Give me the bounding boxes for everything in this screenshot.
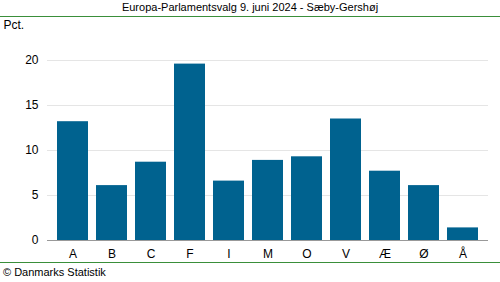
svg-text:M: M xyxy=(263,247,273,261)
svg-text:5: 5 xyxy=(32,188,39,202)
svg-text:Å: Å xyxy=(459,246,467,261)
svg-text:0: 0 xyxy=(32,233,39,247)
svg-text:Æ: Æ xyxy=(379,247,391,261)
svg-text:10: 10 xyxy=(25,143,39,157)
html-text:Europa-Parlamentsvalg 9. juni: Europa-Parlamentsvalg 9. juni 2024 - Sæb… xyxy=(121,1,379,13)
svg-text:V: V xyxy=(342,247,350,261)
svg-text:B: B xyxy=(108,247,116,261)
svg-text:20: 20 xyxy=(25,53,39,67)
svg-text:Ø: Ø xyxy=(419,247,428,261)
svg-text:F: F xyxy=(186,247,193,261)
html-text:© Danmarks Statistik: © Danmarks Statistik xyxy=(3,266,106,278)
svg-text:Pct.: Pct. xyxy=(4,18,25,32)
svg-text:O: O xyxy=(302,247,311,261)
svg-text:C: C xyxy=(147,247,156,261)
svg-text:A: A xyxy=(69,247,77,261)
svg-text:15: 15 xyxy=(25,98,39,112)
svg-text:I: I xyxy=(227,247,230,261)
